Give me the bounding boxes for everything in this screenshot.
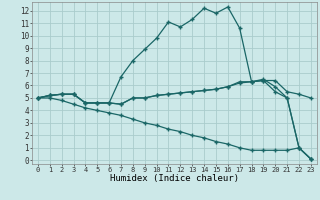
- X-axis label: Humidex (Indice chaleur): Humidex (Indice chaleur): [110, 174, 239, 183]
